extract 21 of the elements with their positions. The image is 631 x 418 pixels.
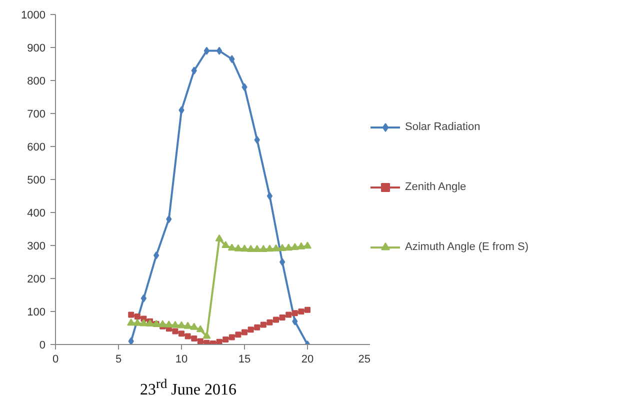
y-tick-label: 800 [27, 76, 46, 88]
y-tick-label: 400 [27, 208, 46, 220]
y-tick-label: 0 [39, 340, 46, 352]
y-tick-label: 1000 [21, 10, 46, 22]
y-tick-label: 100 [27, 306, 46, 318]
y-tick-label: 500 [27, 174, 46, 186]
x-tick-label: 15 [238, 354, 251, 366]
y-tick-label: 700 [27, 108, 46, 120]
y-tick-label: 300 [27, 240, 46, 252]
x-tick-label: 0 [52, 354, 59, 366]
legend-label: Azimuth Angle (E from S) [405, 241, 528, 253]
x-tick-label: 20 [301, 354, 314, 366]
x-tick-label: 25 [358, 354, 371, 366]
y-tick-label: 200 [27, 274, 46, 286]
y-tick-label: 900 [27, 42, 46, 54]
x-axis-title: 23$^{rd}$ June 2016 [140, 375, 236, 400]
x-tick-label: 5 [115, 354, 122, 366]
x-tick-label: 10 [175, 354, 188, 366]
legend-label: Solar Radiation [405, 121, 480, 133]
legend-label: Zenith Angle [405, 181, 466, 193]
y-tick-label: 600 [27, 142, 46, 154]
